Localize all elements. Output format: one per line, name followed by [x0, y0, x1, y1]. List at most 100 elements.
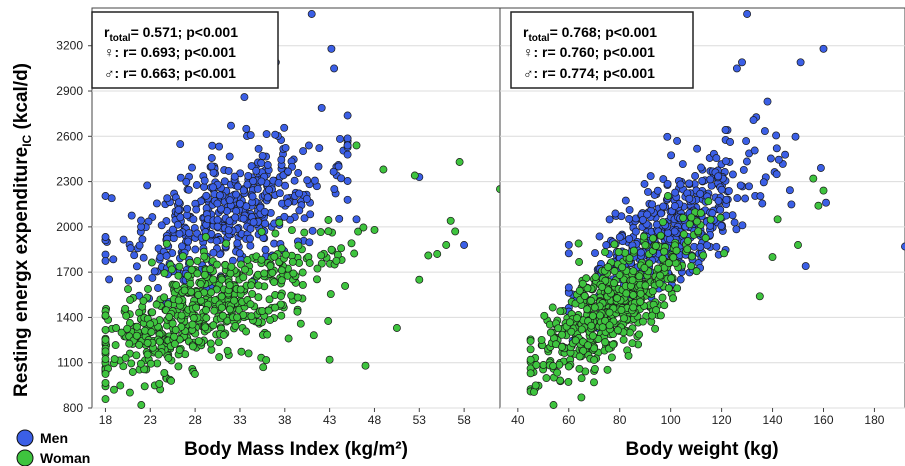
woman-point [265, 295, 274, 304]
men-point [207, 154, 216, 162]
woman-point [147, 258, 156, 267]
men-point [213, 199, 222, 208]
woman-point [755, 292, 764, 301]
woman-point [284, 334, 293, 343]
woman-point [696, 209, 705, 218]
men-point [659, 202, 668, 211]
men-point [640, 180, 649, 188]
men-point [638, 215, 647, 224]
woman-point [667, 274, 676, 283]
men-point [636, 248, 645, 257]
men-point [676, 180, 685, 189]
woman-point [209, 275, 218, 284]
men-point [156, 253, 165, 262]
men-point [625, 234, 634, 243]
woman-point [629, 267, 638, 276]
woman-point [354, 227, 363, 236]
bmi-x-axis-label: Body Mass Index (kg/m²) [184, 439, 408, 460]
men-point [224, 166, 233, 175]
x-tick-label: 60 [562, 413, 576, 427]
woman-point [620, 314, 628, 323]
men-point [262, 130, 271, 139]
men-point [213, 215, 222, 224]
woman-point [580, 292, 589, 300]
men-point [721, 126, 730, 134]
woman-point [590, 364, 599, 373]
woman-point [101, 378, 110, 387]
woman-point [192, 303, 201, 312]
men-point [653, 186, 662, 195]
men-point [246, 234, 255, 243]
woman-point [281, 250, 290, 259]
men-point [685, 194, 694, 203]
woman-point [687, 262, 696, 271]
woman-point [277, 292, 285, 301]
woman-point [183, 271, 192, 280]
men-point [343, 111, 352, 120]
men-point [766, 154, 775, 163]
woman-point [217, 303, 226, 312]
woman-point [167, 376, 176, 385]
men-point [625, 205, 634, 214]
men-point [685, 179, 694, 188]
men-point [224, 226, 233, 235]
men-point [307, 10, 316, 18]
men-point [314, 162, 323, 171]
men-point [281, 143, 290, 152]
men-point [302, 194, 311, 203]
woman-point [202, 306, 210, 315]
woman-point [625, 254, 634, 263]
woman-point [530, 387, 538, 396]
woman-point [277, 266, 286, 275]
men-point [781, 150, 790, 159]
men-point [337, 174, 346, 183]
woman-point [359, 223, 368, 232]
men-point [225, 152, 234, 161]
woman-point [583, 341, 592, 350]
woman-point [814, 201, 823, 210]
men-point [728, 211, 737, 220]
y-tick-label: 2300 [56, 175, 83, 189]
woman-point [683, 245, 692, 254]
men-point [107, 194, 116, 203]
men-point [101, 233, 110, 241]
men-point [310, 176, 319, 185]
men-point [745, 182, 753, 191]
woman-point [645, 259, 654, 268]
woman-point [219, 331, 228, 339]
men-point [621, 196, 630, 205]
woman-point [663, 192, 672, 200]
men-point [717, 185, 726, 194]
woman-point [679, 230, 688, 239]
men-point [756, 192, 765, 201]
men-point [230, 172, 239, 181]
weight-x-ticks: 40 60 80 100 120 140 160 180 [511, 408, 885, 427]
woman-point [699, 251, 708, 260]
woman-point [266, 261, 275, 270]
men-point [670, 227, 679, 236]
bmi-scatter-panel: 800 1100 1400 1700 2000 2300 2600 2900 3200 18 23… [56, 7, 504, 460]
woman-point [587, 296, 595, 305]
woman-point [613, 294, 622, 303]
woman-point [327, 245, 336, 254]
woman-point [324, 216, 333, 224]
woman-point [564, 362, 573, 371]
woman-point [214, 338, 223, 347]
woman-point [679, 213, 688, 222]
bmi-stat-total: rtotal= 0.571; p<0.001 [104, 24, 238, 44]
y-tick-label: 2600 [56, 129, 83, 143]
woman-point [213, 260, 221, 269]
woman-point [526, 345, 535, 354]
woman-point [137, 401, 146, 409]
woman-point [575, 364, 584, 373]
men-point [327, 44, 336, 53]
woman-point [179, 252, 187, 261]
men-point [101, 256, 110, 265]
woman-point [653, 264, 662, 273]
woman-point [596, 311, 604, 320]
woman-point [188, 320, 197, 329]
woman-point [629, 246, 638, 255]
men-point [246, 131, 255, 140]
woman-point [296, 319, 305, 328]
legend-woman-marker [16, 449, 34, 466]
